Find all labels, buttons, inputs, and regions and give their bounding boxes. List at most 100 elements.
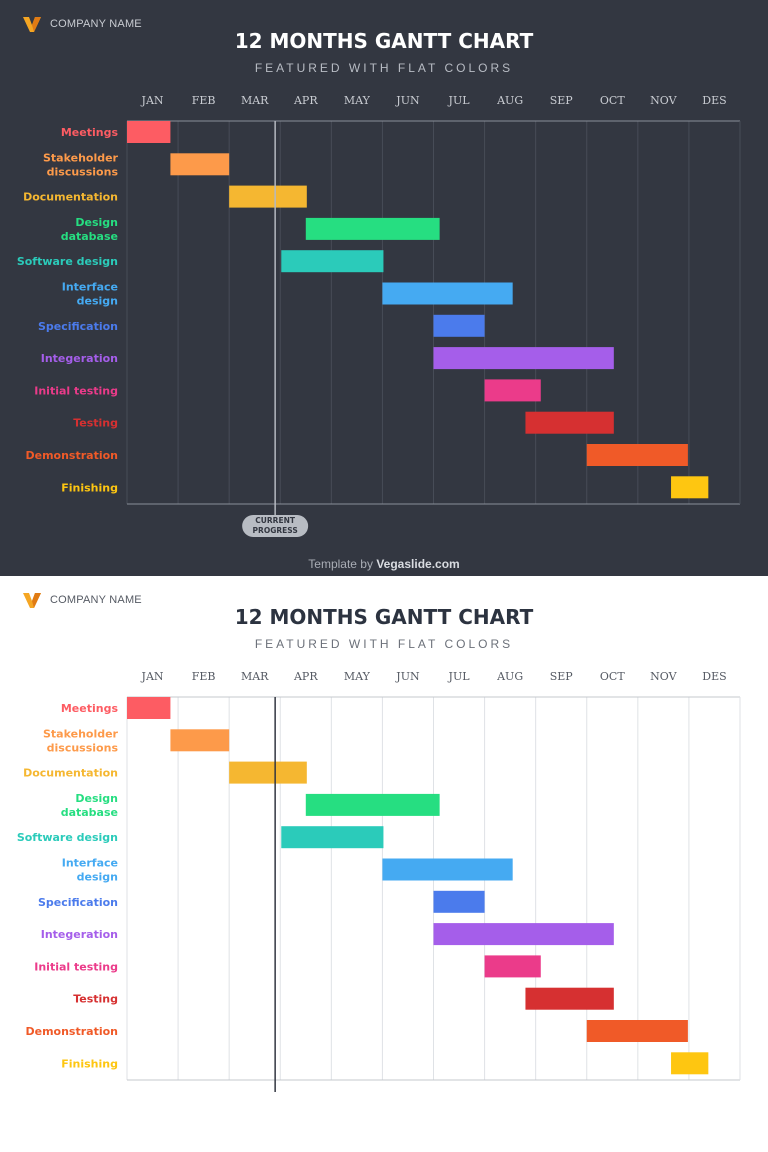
task-label-line: Meetings: [61, 702, 119, 715]
month-label: FEB: [192, 670, 216, 683]
task-label-line: Integeration: [41, 928, 118, 941]
task-bar: [127, 697, 171, 719]
month-label: JAN: [141, 670, 164, 683]
task-bar: [586, 1020, 688, 1042]
task-label: Demonstration: [25, 449, 118, 462]
month-label: FEB: [192, 94, 216, 107]
task-label-line: database: [61, 230, 118, 243]
task-bar: [229, 185, 307, 208]
task-bar: [586, 444, 688, 466]
task-label-line: Design: [75, 792, 118, 805]
current-progress-label-line: PROGRESS: [253, 526, 298, 535]
company-logo-icon: [23, 17, 41, 32]
task-label: Documentation: [23, 191, 118, 204]
task-label: Finishing: [61, 1057, 118, 1070]
month-label: DES: [702, 94, 726, 107]
month-label: OCT: [600, 670, 625, 683]
brand: COMPANY NAME: [22, 590, 142, 610]
task-label-line: Interface: [62, 281, 118, 294]
task-label-line: Stakeholder: [43, 151, 119, 164]
task-bar: [305, 793, 440, 816]
task-label: Testing: [73, 417, 118, 430]
task-label: Meetings: [61, 126, 119, 139]
task-label-line: Interface: [62, 857, 118, 870]
task-label-line: Initial testing: [34, 960, 118, 973]
task-label: Specification: [38, 896, 118, 909]
task-bar: [281, 250, 384, 273]
task-label-line: Stakeholder: [43, 727, 119, 740]
task-label-line: Design: [75, 216, 118, 229]
task-label-line: Demonstration: [25, 449, 118, 462]
task-label: Design database: [61, 216, 118, 243]
task-label-line: Specification: [38, 896, 118, 909]
task-label: Interface design: [62, 857, 118, 884]
task-label: Integeration: [41, 928, 118, 941]
chart-subtitle: FEATURED WITH FLAT COLORS: [254, 61, 514, 75]
month-label: APR: [293, 94, 318, 107]
task-bar: [525, 411, 614, 434]
task-label: Finishing: [61, 481, 118, 494]
current-progress-label: CURRENT PROGRESS: [253, 516, 298, 535]
month-label: AUG: [496, 670, 523, 683]
task-bar: [305, 217, 440, 240]
task-label-line: Demonstration: [25, 1025, 118, 1038]
task-label-line: database: [61, 806, 118, 819]
month-label: JUL: [448, 670, 471, 683]
task-label: Software design: [17, 831, 118, 844]
task-label-line: Initial testing: [34, 384, 118, 397]
gantt-chart: JAN FEB MAR APR MAY JUN JUL AUG SEP OCT NOV DES Meet…: [17, 670, 741, 1092]
task-label: Integeration: [41, 352, 118, 365]
month-label: SEP: [550, 94, 574, 107]
task-label: Documentation: [23, 767, 118, 780]
chart-title: 12 MONTHS GANTT CHART: [234, 29, 534, 53]
task-bar: [127, 121, 171, 143]
month-label: MAR: [241, 94, 269, 107]
task-label: Testing: [73, 993, 118, 1006]
task-label: Initial testing: [34, 960, 118, 973]
task-bar: [382, 858, 513, 881]
slide-dark: COMPANY NAME 12 MONTHS GANTT CHART FEATU…: [0, 0, 768, 576]
task-label: Design database: [61, 792, 118, 819]
task-label-line: design: [77, 871, 118, 884]
task-bar: [170, 729, 230, 752]
task-bar: [433, 890, 485, 913]
chart-title: 12 MONTHS GANTT CHART: [234, 605, 534, 629]
footer-prefix: Template by: [308, 557, 373, 571]
footer-site: Vegaslide.com: [376, 557, 460, 571]
task-bar: [382, 282, 513, 305]
task-label-line: Software design: [17, 255, 118, 268]
task-label: Stakeholder discussions: [43, 727, 119, 754]
task-label-line: Finishing: [61, 481, 118, 494]
task-label-line: discussions: [47, 165, 119, 178]
task-bar: [281, 826, 384, 849]
month-label: MAR: [241, 670, 269, 683]
task-label-line: discussions: [47, 741, 119, 754]
gantt-chart: JAN FEB MAR APR MAY JUN JUL AUG SEP OCT NOV DES Meet…: [17, 94, 741, 537]
task-label: Stakeholder discussions: [43, 151, 119, 178]
company-logo-icon: [23, 593, 41, 608]
task-bar: [484, 955, 541, 978]
company-name: COMPANY NAME: [50, 594, 142, 606]
month-label: JUN: [395, 94, 420, 107]
task-label-line: Finishing: [61, 1057, 118, 1070]
current-progress-label-line: CURRENT: [255, 516, 296, 525]
chart-subtitle: FEATURED WITH FLAT COLORS: [254, 637, 514, 651]
month-label: SEP: [550, 670, 574, 683]
month-label: JUL: [448, 94, 471, 107]
task-bar: [484, 379, 541, 402]
task-bar: [671, 476, 709, 499]
task-bar: [170, 153, 230, 176]
month-label: JAN: [141, 94, 164, 107]
task-bar: [671, 1052, 709, 1075]
month-label: NOV: [650, 94, 677, 107]
task-label: Specification: [38, 320, 118, 333]
task-label-line: design: [77, 295, 118, 308]
task-bar: [229, 761, 307, 784]
month-label: JUN: [395, 670, 420, 683]
task-label-line: Testing: [73, 417, 118, 430]
footer-credit: Template by Vegaslide.com: [0, 557, 768, 571]
task-label-line: Meetings: [61, 126, 119, 139]
month-label: NOV: [650, 670, 677, 683]
month-label: APR: [293, 670, 318, 683]
task-label: Meetings: [61, 702, 119, 715]
